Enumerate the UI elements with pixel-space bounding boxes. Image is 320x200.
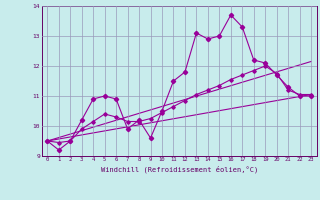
X-axis label: Windchill (Refroidissement éolien,°C): Windchill (Refroidissement éolien,°C) — [100, 165, 258, 173]
